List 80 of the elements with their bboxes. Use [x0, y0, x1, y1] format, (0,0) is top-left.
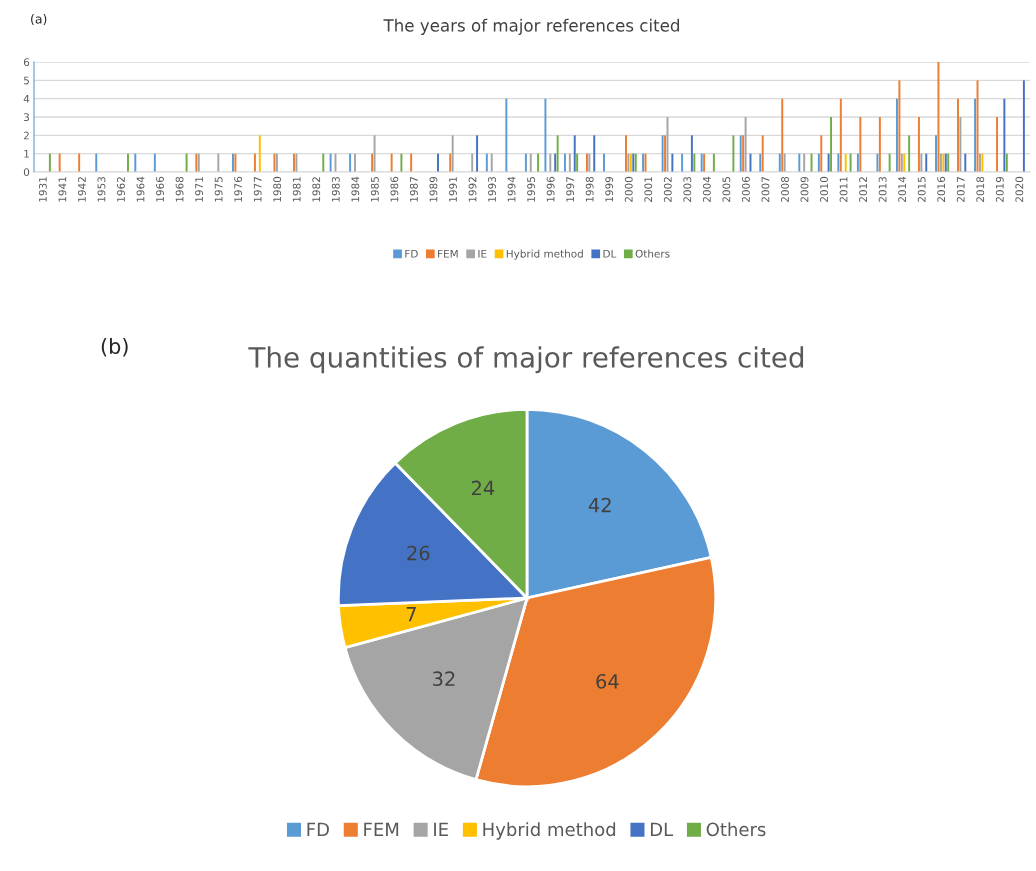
- y-tick-label: 3: [24, 113, 29, 122]
- y-tick-label: 1: [24, 150, 29, 158]
- legend-label: FEM: [364, 822, 399, 836]
- x-tick-label: 2015: [917, 177, 926, 202]
- x-tick-label: 1987: [409, 177, 418, 202]
- legend-label: Hybrid method: [506, 249, 583, 260]
- text: (a): [31, 13, 47, 26]
- x-tick-label: 1980: [273, 176, 282, 202]
- x-tick-label: 2004: [702, 176, 711, 202]
- legend-label: Hybrid method: [483, 822, 616, 840]
- x-tick-label: 2006: [741, 176, 750, 202]
- data-label: 24: [471, 480, 495, 496]
- x-tick-label: 2008: [781, 176, 789, 202]
- x-tick-label: 2001: [644, 177, 653, 202]
- legend-label: FEM: [438, 249, 458, 258]
- data-label: 42: [588, 497, 611, 513]
- x-tick-label: 1996: [546, 176, 555, 202]
- x-tick-label: 1983: [331, 177, 340, 202]
- x-tick-label: 2020: [1015, 176, 1024, 202]
- x-tick-label: 1992: [468, 177, 477, 202]
- x-tick-label: 1962: [117, 177, 125, 202]
- chart-title: The years of major references cited: [383, 18, 679, 35]
- legend-label: Others: [635, 249, 670, 258]
- x-tick-label: 1989: [429, 176, 438, 202]
- x-tick-label: 1964: [136, 176, 145, 202]
- x-tick-label: 2012: [859, 177, 868, 202]
- x-tick-label: 2009: [800, 176, 809, 202]
- x-tick-label: 1975: [214, 177, 223, 202]
- x-tick-label: 1968: [175, 176, 184, 202]
- x-tick-label: 2007: [761, 177, 770, 202]
- x-tick-label: 1931: [38, 177, 47, 202]
- legend-label: FD: [405, 249, 418, 258]
- legend-label: DL: [603, 249, 617, 258]
- data-label: 64: [596, 673, 619, 689]
- x-tick-label: 1976: [234, 176, 243, 202]
- legend-label: DL: [650, 822, 674, 836]
- x-tick-label: 2010: [820, 176, 828, 202]
- x-tick-label: 1998: [585, 176, 594, 202]
- legend-label: IE: [434, 822, 448, 836]
- x-tick-label: 1981: [292, 177, 301, 202]
- x-tick-label: 1953: [97, 177, 106, 202]
- x-tick-label: 2018: [976, 176, 985, 202]
- y-tick-label: 5: [24, 76, 29, 85]
- x-tick-label: 1994: [507, 176, 516, 202]
- x-tick-label: 1984: [351, 176, 360, 202]
- legend-label: Others: [706, 822, 766, 837]
- x-tick-label: 2016: [937, 176, 946, 202]
- x-tick-label: 2003: [683, 177, 692, 202]
- x-tick-label: 2017: [956, 177, 965, 202]
- x-tick-label: 1971: [195, 177, 204, 202]
- x-tick-label: 1966: [156, 176, 164, 202]
- x-tick-label: 2002: [663, 177, 672, 202]
- x-tick-label: 2013: [878, 177, 887, 202]
- data-label: 7: [406, 607, 416, 622]
- x-tick-label: 1977: [253, 177, 262, 202]
- x-tick-label: 1942: [77, 177, 86, 202]
- x-tick-label: 1997: [566, 177, 575, 202]
- legend-label: IE: [478, 249, 487, 258]
- legend-label: FD: [307, 822, 329, 836]
- x-tick-label: 1991: [449, 177, 457, 202]
- y-tick-label: 2: [23, 131, 29, 140]
- y-tick-label: 4: [23, 95, 30, 103]
- x-tick-label: 2014: [898, 176, 907, 202]
- x-tick-label: 1986: [390, 176, 399, 202]
- y-tick-label: 0: [23, 168, 30, 177]
- x-tick-label: 2011: [839, 177, 848, 202]
- x-tick-label: 1995: [527, 177, 536, 202]
- x-tick-label: 1982: [312, 177, 321, 202]
- x-tick-label: 1999: [605, 176, 614, 202]
- data-label: 32: [433, 671, 455, 687]
- x-tick-label: 2019: [995, 176, 1004, 202]
- x-tick-label: 2005: [722, 177, 731, 202]
- text: (b): [101, 337, 128, 357]
- x-tick-label: 2000: [624, 176, 633, 202]
- x-tick-label: 1941: [58, 177, 67, 202]
- chart-title: The quantities of major references cited: [248, 346, 804, 374]
- x-tick-label: 1985: [370, 177, 379, 202]
- y-tick-label: 6: [23, 58, 30, 67]
- data-label: 26: [407, 545, 430, 561]
- x-tick-label: 1993: [488, 177, 496, 202]
